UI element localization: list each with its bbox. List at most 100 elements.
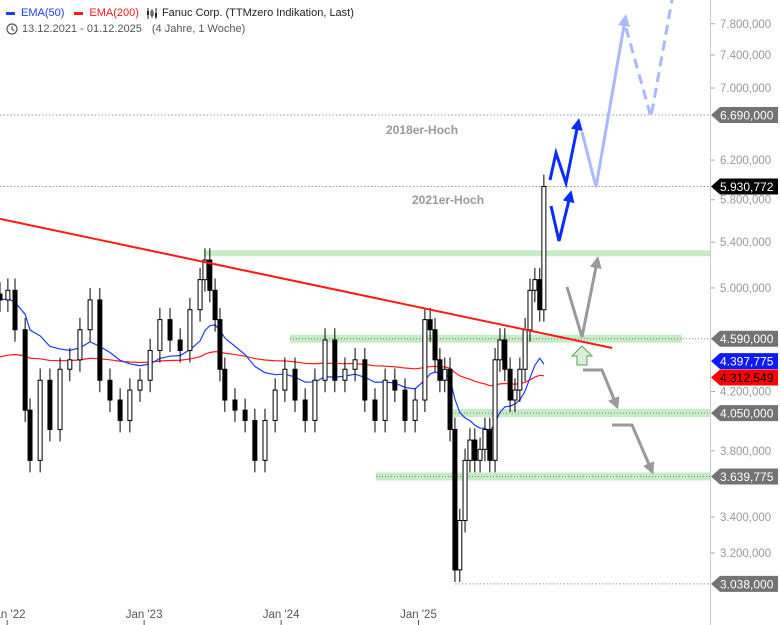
candle-body bbox=[87, 299, 93, 331]
candle-body bbox=[452, 428, 458, 571]
candles bbox=[0, 174, 547, 582]
candle-body bbox=[502, 339, 508, 370]
candle-body bbox=[157, 319, 163, 351]
candlestick-icon bbox=[146, 7, 157, 19]
candle-body bbox=[272, 389, 278, 421]
y-axis[interactable]: 3.200,000 3.400,000 3.800,000 4.200,000 5.00… bbox=[711, 19, 771, 560]
candle-body bbox=[512, 389, 518, 401]
candle-body bbox=[372, 399, 378, 421]
scenario-arrow-down-1 bbox=[583, 368, 620, 410]
x-tick-label: Jan '25 bbox=[400, 609, 437, 621]
ema200-swatch bbox=[74, 11, 84, 15]
up-arrow-icon bbox=[570, 345, 594, 366]
candle-body bbox=[312, 379, 318, 421]
candle-body bbox=[97, 299, 103, 381]
candle-body bbox=[37, 379, 43, 461]
candle-body bbox=[482, 428, 488, 450]
level-marker-5-bg bbox=[711, 575, 778, 592]
ema50-marker: 4.397,775 bbox=[720, 355, 774, 369]
y-tick-label: 3.200,000 bbox=[720, 548, 771, 560]
candle-body bbox=[27, 409, 33, 461]
ema200-marker-bg bbox=[711, 369, 778, 386]
candle-body bbox=[447, 368, 453, 430]
zone-4 bbox=[376, 472, 710, 481]
candle-body bbox=[232, 399, 238, 411]
candle-body bbox=[352, 359, 358, 370]
candle-body bbox=[497, 339, 503, 361]
scenario-arrow-up bbox=[565, 256, 602, 338]
candle-body bbox=[527, 289, 533, 331]
ema50-legend[interactable]: EMA(50) bbox=[21, 7, 65, 19]
candle-body bbox=[532, 279, 538, 291]
level-marker-4: 3.639,775 bbox=[720, 470, 774, 484]
level-marker-2: 4.590,000 bbox=[720, 332, 774, 346]
level-marker-0-bg bbox=[711, 106, 778, 123]
candle-body bbox=[217, 319, 223, 370]
candle-body bbox=[437, 359, 443, 381]
candle-body bbox=[292, 368, 298, 401]
y-tick-label: 6.200,000 bbox=[720, 155, 771, 167]
candle-body bbox=[402, 389, 408, 421]
last-price-marker: 5.930,772 bbox=[720, 180, 774, 194]
candle-body bbox=[22, 329, 28, 411]
level-marker-4-bg bbox=[711, 468, 778, 485]
candle-body bbox=[537, 279, 543, 311]
candle-body bbox=[477, 448, 483, 461]
candle-body bbox=[467, 439, 473, 461]
candle-body bbox=[392, 379, 398, 391]
forecast-dashed bbox=[624, 0, 674, 118]
candle-body bbox=[67, 359, 73, 370]
level-marker-3-bg bbox=[711, 405, 778, 422]
ema200-line bbox=[0, 351, 544, 387]
candle-body bbox=[187, 309, 193, 351]
candle-body bbox=[177, 339, 183, 351]
candle-body bbox=[302, 399, 308, 421]
y-tick-label: 7.800,000 bbox=[720, 19, 771, 31]
candle-body bbox=[427, 319, 433, 331]
y-tick-label: 7.000,000 bbox=[720, 83, 771, 95]
trendline bbox=[0, 217, 613, 349]
candle-body bbox=[222, 368, 228, 401]
candle-body bbox=[522, 329, 528, 370]
ema200-legend[interactable]: EMA(200) bbox=[89, 7, 139, 19]
y-tick-label: 3.400,000 bbox=[720, 512, 771, 524]
candle-body bbox=[282, 368, 288, 391]
clock-icon bbox=[6, 23, 18, 35]
level-marker-0: 6.690,000 bbox=[720, 108, 774, 122]
x-axis[interactable]: Jan '22 Jan '23 Jan '24 Jan '25 bbox=[0, 609, 437, 625]
candle-body bbox=[212, 289, 218, 321]
last-price-marker-bg bbox=[711, 178, 778, 195]
candle-body bbox=[362, 359, 368, 401]
candle-body bbox=[242, 409, 248, 421]
candle-body bbox=[342, 368, 348, 381]
instrument-title: Fanuc Corp. (TTMzero Indikation, Last) bbox=[161, 7, 354, 19]
x-tick-label: Jan '23 bbox=[126, 609, 163, 621]
level-marker-3: 4.050,000 bbox=[720, 407, 774, 421]
candle-body bbox=[202, 259, 208, 281]
y-tick-label: 5.000,000 bbox=[720, 283, 771, 295]
forecast-arrow-blue-2 bbox=[548, 118, 583, 189]
candle-body bbox=[12, 289, 18, 331]
x-tick-label: Jan '22 bbox=[0, 609, 25, 621]
candle-body bbox=[472, 439, 478, 461]
annotation-2021-high: 2021er-Hoch bbox=[412, 193, 484, 207]
candle-body bbox=[117, 399, 123, 421]
candle-body bbox=[457, 519, 463, 571]
y-tick-label: 3.800,000 bbox=[720, 446, 771, 458]
candle-body bbox=[252, 419, 258, 461]
level-marker-5: 3.038,000 bbox=[720, 577, 774, 591]
candle-body bbox=[507, 368, 513, 401]
support-zones bbox=[205, 250, 710, 481]
y-tick-label: 7.400,000 bbox=[720, 50, 771, 62]
candle-body bbox=[322, 339, 328, 381]
y-tick-label: 5.800,000 bbox=[720, 195, 771, 207]
forecast-arrow-blue-1 bbox=[549, 190, 575, 242]
y-tick-label: 4.200,000 bbox=[720, 386, 771, 398]
candle-body bbox=[541, 185, 547, 311]
candle-body bbox=[442, 368, 448, 381]
period-label: (4 Jahre, 1 Woche) bbox=[151, 23, 246, 35]
x-tick-label: Jan '24 bbox=[263, 609, 300, 621]
forecast-arrows bbox=[548, 0, 674, 475]
candle-body bbox=[137, 379, 143, 391]
